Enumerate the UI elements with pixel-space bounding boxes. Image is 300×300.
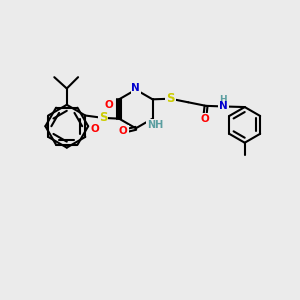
- Text: O: O: [90, 124, 99, 134]
- Text: NH: NH: [147, 120, 163, 130]
- Text: O: O: [200, 114, 209, 124]
- Text: S: S: [166, 92, 175, 105]
- Text: N: N: [219, 101, 228, 112]
- Text: N: N: [131, 83, 140, 93]
- Text: O: O: [119, 126, 128, 136]
- Text: S: S: [99, 111, 107, 124]
- Text: O: O: [104, 100, 113, 110]
- Text: H: H: [220, 95, 227, 104]
